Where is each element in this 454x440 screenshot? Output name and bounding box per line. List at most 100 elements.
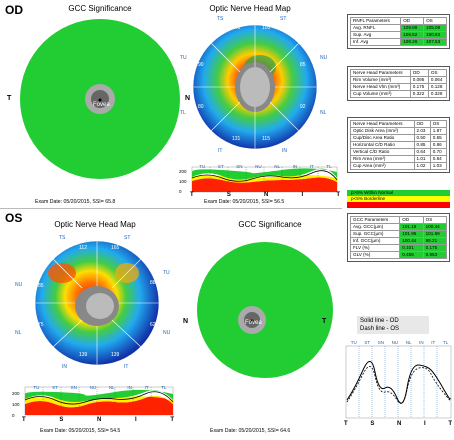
significance-legend: p>5% Within Normal p<5% Borderline p<1% …: [347, 190, 450, 208]
od-gcc-map[interactable]: [0, 12, 200, 192]
overlay-tsnit-graph[interactable]: [345, 340, 453, 426]
os-sec-tl: TL: [161, 385, 167, 390]
nha-r1-od: 0.50: [413, 134, 431, 142]
nha-r0-os: 1.87: [429, 127, 448, 135]
nha-r4-od: 1.01: [413, 155, 431, 163]
os-gcc-map[interactable]: [180, 232, 340, 387]
od-sector-label-nu: NU: [320, 55, 328, 61]
os-sector-value-ts: 112: [79, 245, 87, 251]
od-sector-value-in: 115: [262, 136, 270, 142]
nha-r4-label: Rim Area (mm²): [350, 155, 415, 163]
od-sec-tl: TL: [326, 164, 332, 169]
od-sec-tu: TU: [199, 164, 206, 169]
gcc-h0: GCC Parameters: [349, 216, 401, 224]
ov-x-i: I: [424, 421, 426, 427]
legend-normal: p>5% Within Normal: [347, 190, 450, 196]
gcc-r2-os: 99.21: [422, 237, 448, 245]
od-x-t2: T: [336, 192, 340, 198]
os-sector-label-nl: NL: [15, 330, 22, 336]
rnfl-r2-od: 109.26: [400, 38, 425, 46]
od-onh-map[interactable]: [185, 12, 325, 162]
nhv-r2-od: 0.322: [409, 90, 429, 98]
gcc-r3-label: FLV (%): [349, 244, 401, 252]
od-sector-value-nu: 85: [300, 62, 306, 68]
rnfl-r2-label: Inf. Avg: [349, 38, 402, 46]
od-tsnit-sections: TU ST SN NU NL IN IT TL: [193, 164, 338, 169]
os-sector-label-it: IT: [124, 364, 129, 370]
ov-x-n: N: [397, 421, 402, 427]
nhv-r1-od: 0.175: [409, 83, 429, 91]
nha-r2-os: 0.86: [429, 141, 448, 149]
od-sector-label-tu: TU: [180, 55, 187, 61]
od-sector-label-in: IN: [282, 148, 287, 154]
os-sector-label-ts: TS: [59, 235, 66, 241]
od-sec-nu: NU: [255, 164, 262, 169]
gcc-r1-os: 101.69: [422, 230, 448, 238]
gcc-r0-label: Avg. GCC(µm): [349, 223, 401, 231]
nhv-r0-os: 0.064: [427, 76, 448, 84]
os-x-s: S: [59, 417, 64, 423]
os-tsnit-graph[interactable]: [5, 384, 175, 420]
nhv-r2-label: Cup Volume (mm³): [350, 90, 411, 98]
gcc-h2: OS: [422, 216, 448, 224]
od-x-t1: T: [190, 192, 194, 198]
os-x-n: N: [97, 417, 102, 423]
rnfl-parameters-panel: RNFL Parameters OD OS Avg. RNFL 109.89 105.0…: [347, 14, 450, 49]
ov-sec-it: IT: [431, 340, 436, 345]
od-t-label: T: [7, 95, 12, 102]
gcc-r4-os: 0.953: [422, 251, 448, 259]
legend-outside: p<1% Outside Normal: [347, 202, 450, 208]
ov-x-t2: T: [448, 421, 452, 427]
od-sector-label-tl: TL: [180, 110, 186, 116]
os-sector-value-in: 139: [79, 352, 88, 358]
os-sector-label-nu: NU: [15, 282, 23, 288]
os-onh-map[interactable]: [22, 228, 172, 378]
rnfl-h1: OD: [400, 17, 425, 25]
ov-x-s: S: [370, 421, 375, 427]
rnfl-r0-os: 105.08: [423, 24, 447, 32]
os-sec-nl: NL: [108, 385, 115, 390]
overlay-solid-label: Solid line - OD: [360, 318, 399, 324]
ov-sec-st: ST: [364, 340, 371, 345]
nha-h2: OS: [429, 120, 448, 128]
nhv-r0-od: 0.095: [409, 76, 429, 84]
od-sector-label-nl: NL: [320, 110, 327, 116]
rnfl-r1-od: 108.52: [400, 31, 425, 39]
ov-sec-nl: NL: [405, 340, 412, 345]
ov-sec-nu: NU: [391, 340, 399, 345]
nha-r2-label: Horizontal C/D Ratio: [350, 141, 415, 149]
od-fovea-label: Fovea: [93, 102, 110, 108]
od-sector-label-st: ST: [280, 16, 287, 22]
os-ytick-100: 100: [12, 402, 20, 407]
os-sec-it: IT: [144, 385, 149, 390]
od-sector-value-st: 103: [262, 25, 271, 31]
od-sector-value-nl: 92: [300, 104, 306, 110]
os-sec-st: ST: [52, 385, 58, 390]
ov-sec-tl: TL: [442, 340, 449, 345]
os-sector-label-tu: TU: [163, 270, 170, 276]
os-sector-value-tu: 88: [150, 280, 156, 286]
nhv-r1-label: Nerve Head Vlm (mm³): [350, 83, 411, 91]
nha-r1-os: 0.55: [429, 134, 448, 142]
gcc-r4-od: 0.455: [399, 251, 424, 259]
ov-x-t1: T: [344, 421, 348, 427]
os-gcc-title: GCC Significance: [238, 220, 302, 229]
ov-sec-sn: SN: [377, 340, 385, 345]
os-sector-value-st: 165: [111, 245, 120, 251]
nhv-h1: OD: [409, 69, 429, 77]
os-sector-value-nu: 85: [38, 283, 44, 289]
overlay-dash-label: Dash line - OS: [360, 326, 400, 332]
os-tsnit-sections: TU ST SN NU NL IN IT TL: [27, 385, 173, 390]
os-tsnit-yticks: 200 100 0: [12, 388, 20, 421]
od-n-label: N: [185, 95, 191, 102]
rnfl-h0: RNFL Parameters: [349, 17, 402, 25]
os-ytick-0: 0: [12, 413, 15, 418]
nerve-head-area-table: Nerve Head Parameters OD OS Optic Disk Are…: [350, 120, 448, 170]
nhv-h0: Nerve Head Parameters: [350, 69, 411, 77]
os-x-i: I: [135, 417, 137, 423]
od-sector-label-it: IT: [218, 148, 223, 154]
od-sec-it: IT: [309, 164, 314, 169]
od-sector-value-ts: 148: [232, 25, 241, 31]
od-tsnit-graph[interactable]: [172, 164, 340, 196]
